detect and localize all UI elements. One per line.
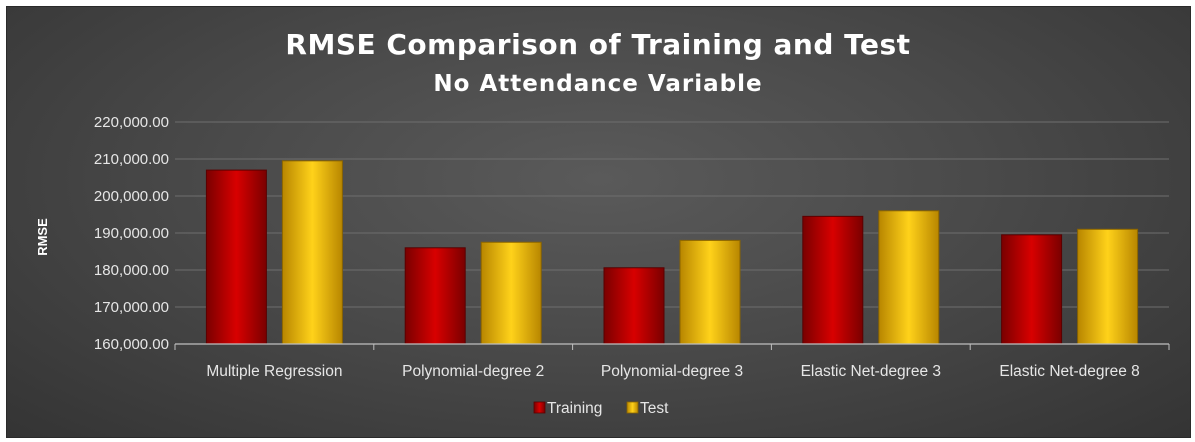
y-axis-ticks: 160,000.00 170,000.00 180,000.00 190,000.00…	[94, 114, 169, 353]
bars	[205, 160, 1139, 345]
legend-label-training: Training	[547, 400, 602, 417]
y-tick-label: 200,000.00	[94, 188, 169, 205]
x-category-label: Elastic Net-degree 8	[999, 363, 1139, 380]
bar-training-1	[404, 247, 466, 345]
bar-training-4	[1001, 234, 1063, 345]
x-axis-categories: Multiple Regression Polynomial-degree 2 Po…	[206, 363, 1139, 380]
bar-chart: RMSE Comparison of Training and Test No …	[35, 28, 1170, 417]
y-tick-label: 170,000.00	[94, 299, 169, 316]
legend-swatch-test	[626, 401, 639, 414]
bar-test-1	[480, 241, 542, 345]
chart-title: RMSE Comparison of Training and Test	[285, 28, 910, 61]
legend-label-test: Test	[640, 400, 669, 417]
y-tick-label: 220,000.00	[94, 114, 169, 131]
bar-test-3	[878, 210, 940, 345]
bar-training-3	[802, 215, 864, 345]
bar-test-2	[679, 239, 741, 345]
x-category-label: Elastic Net-degree 3	[801, 363, 941, 380]
y-tick-label: 210,000.00	[94, 151, 169, 168]
y-tick-label: 160,000.00	[94, 336, 169, 353]
x-category-label: Multiple Regression	[206, 363, 342, 380]
x-category-label: Polynomial-degree 2	[402, 363, 544, 380]
bar-training-2	[603, 267, 665, 345]
legend-swatch-training	[533, 401, 546, 414]
legend: Training Test	[533, 400, 669, 417]
chart-area: RMSE Comparison of Training and Test No …	[6, 6, 1191, 438]
bar-test-4	[1077, 228, 1139, 345]
y-tick-label: 190,000.00	[94, 225, 169, 242]
bar-training-0	[205, 169, 267, 345]
x-axis	[174, 343, 1170, 350]
bar-test-0	[281, 160, 343, 345]
y-axis-label: RMSE	[35, 218, 50, 256]
y-tick-label: 180,000.00	[94, 262, 169, 279]
x-category-label: Polynomial-degree 3	[601, 363, 743, 380]
chart-subtitle: No Attendance Variable	[433, 71, 762, 97]
